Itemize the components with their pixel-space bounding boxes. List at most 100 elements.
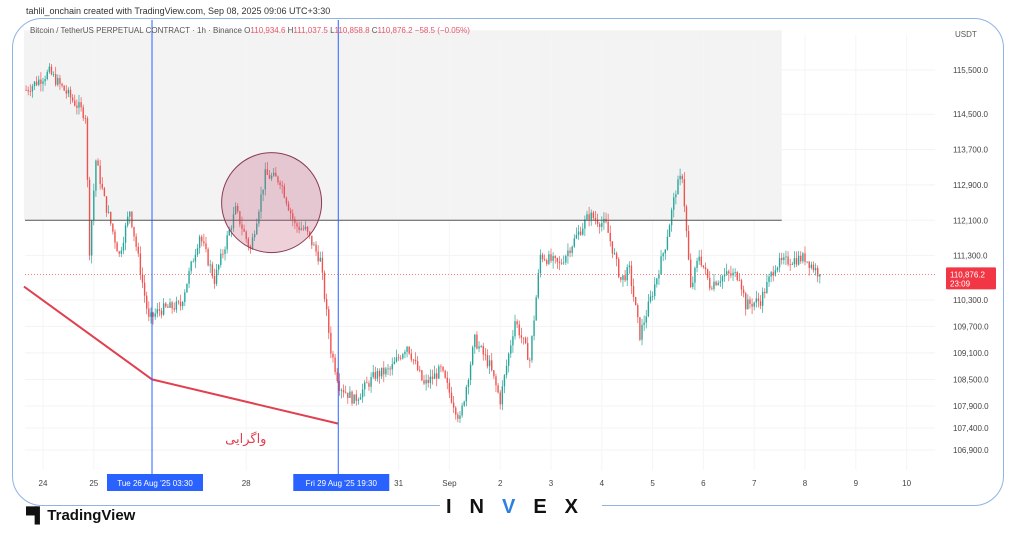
candle-body bbox=[725, 271, 728, 275]
candle-body bbox=[503, 375, 506, 387]
candle-body bbox=[419, 370, 421, 371]
candle-body bbox=[493, 370, 495, 377]
candle-body bbox=[819, 274, 821, 277]
candle-body bbox=[465, 386, 468, 402]
candle-body bbox=[69, 89, 72, 98]
candle-body bbox=[759, 301, 762, 306]
time-tick-label: 8 bbox=[803, 479, 808, 488]
candle-body bbox=[262, 189, 264, 195]
candle-body bbox=[728, 271, 730, 274]
candle-body bbox=[116, 242, 118, 252]
candle-body bbox=[647, 301, 650, 317]
candle-body bbox=[774, 270, 777, 276]
candle-body bbox=[681, 175, 683, 180]
candle-body bbox=[334, 357, 336, 373]
candle-body bbox=[57, 78, 59, 85]
candle-body bbox=[285, 197, 288, 204]
candle-body bbox=[795, 258, 798, 265]
candle-body bbox=[93, 190, 95, 221]
candle-body bbox=[666, 236, 669, 250]
crosshair-time-label-bg bbox=[293, 474, 390, 491]
candle-body bbox=[588, 214, 590, 220]
candle-body bbox=[52, 74, 55, 76]
candle-body bbox=[294, 219, 296, 224]
price-tick-label: 115,500.0 bbox=[953, 66, 989, 75]
candle-body bbox=[558, 261, 561, 263]
candle-body bbox=[298, 226, 300, 230]
candle-body bbox=[35, 81, 38, 85]
price-tick-label: 111,300.0 bbox=[953, 252, 988, 261]
candle-body bbox=[135, 236, 137, 247]
candle-body bbox=[50, 66, 53, 75]
candle-body bbox=[378, 370, 381, 377]
tradingview-logo[interactable]: ▀▌ TradingView bbox=[26, 507, 136, 524]
candle-body bbox=[59, 78, 61, 84]
candle-body bbox=[143, 282, 146, 296]
candle-body bbox=[656, 278, 658, 285]
candle-body bbox=[44, 78, 46, 82]
candle-body bbox=[700, 256, 702, 266]
candle-body bbox=[543, 259, 546, 261]
open-value: 110,934.6 bbox=[250, 26, 286, 35]
symbol-name[interactable]: Bitcoin / TetherUS PERPETUAL CONTRACT · … bbox=[30, 26, 242, 35]
candle-body bbox=[421, 370, 423, 381]
candle-body bbox=[753, 302, 755, 307]
candle-body bbox=[196, 248, 199, 255]
candle-body bbox=[385, 368, 387, 375]
candle-body bbox=[524, 337, 527, 344]
price-tick-label: 109,100.0 bbox=[953, 349, 989, 358]
candle-body bbox=[148, 308, 150, 317]
candle-body bbox=[768, 276, 770, 282]
candle-body bbox=[554, 256, 556, 258]
candle-body bbox=[461, 405, 463, 416]
candle-body bbox=[340, 390, 343, 391]
candle-body bbox=[662, 253, 664, 257]
candle-body bbox=[607, 221, 609, 233]
price-tick-label: 113,700.0 bbox=[953, 146, 989, 155]
candle-body bbox=[791, 264, 793, 266]
candle-body bbox=[63, 85, 65, 91]
candle-body bbox=[300, 228, 302, 230]
candle-body bbox=[391, 364, 393, 370]
candle-body bbox=[541, 254, 544, 260]
candle-body bbox=[383, 367, 385, 375]
candle-body bbox=[253, 234, 256, 238]
candle-body bbox=[29, 91, 31, 93]
candle-body bbox=[217, 265, 220, 270]
candle-body bbox=[198, 236, 201, 249]
candle-body bbox=[368, 383, 370, 387]
candle-body bbox=[122, 242, 125, 251]
candle-body bbox=[429, 376, 432, 384]
candle-body bbox=[397, 357, 400, 359]
price-tick-label: 112,100.0 bbox=[953, 216, 989, 225]
candle-body bbox=[584, 219, 586, 229]
candle-body bbox=[590, 212, 592, 220]
candle-body bbox=[615, 253, 618, 259]
price-tick-label: 110,300.0 bbox=[953, 296, 989, 305]
candle-body bbox=[279, 182, 281, 186]
time-tick-label: 28 bbox=[242, 479, 251, 488]
candle-body bbox=[683, 179, 686, 207]
candle-body bbox=[459, 415, 461, 419]
candle-body bbox=[95, 160, 97, 191]
candle-body bbox=[592, 212, 595, 218]
crosshair-time-label-bg bbox=[107, 474, 204, 491]
candle-body bbox=[491, 360, 493, 371]
candle-body bbox=[677, 179, 679, 195]
candle-body bbox=[527, 343, 529, 360]
candle-body bbox=[808, 261, 810, 268]
candle-body bbox=[484, 354, 487, 356]
candle-body bbox=[357, 399, 360, 401]
candle-body bbox=[139, 253, 142, 275]
candle-body bbox=[480, 346, 482, 347]
candle-body bbox=[86, 118, 89, 180]
candle-body bbox=[309, 231, 311, 236]
candle-body bbox=[452, 402, 455, 408]
candle-body bbox=[173, 308, 175, 310]
candle-body bbox=[247, 238, 250, 247]
time-tick-label: 7 bbox=[752, 479, 757, 488]
candle-body bbox=[622, 275, 624, 280]
candle-body bbox=[211, 264, 214, 277]
candle-body bbox=[565, 256, 567, 263]
